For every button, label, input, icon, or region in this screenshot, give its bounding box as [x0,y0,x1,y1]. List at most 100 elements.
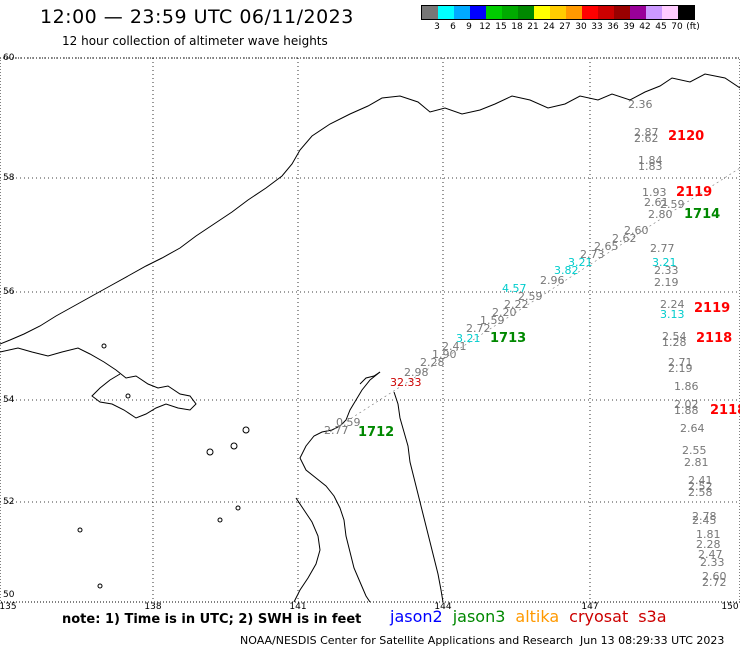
swh-label: 2.72 [702,576,727,589]
color-scale-tick: 9 [466,22,472,32]
swh-label: 2.64 [680,422,705,435]
units-note: note: 1) Time is in UTC; 2) SWH is in fe… [62,612,362,627]
color-scale-tick: 12 [479,22,491,32]
color-scale-tick: 18 [511,22,523,32]
satellite-ground-track [329,167,740,433]
lon-label-150: 150 [721,602,739,612]
color-scale-tick: 27 [559,22,571,32]
swh-label: 1.90 [432,348,457,361]
color-swatch [470,6,486,19]
lat-label-52: 52 [3,497,15,507]
lat-label-56: 56 [3,287,15,297]
swh-label: 3.82 [554,264,579,277]
color-scale-tick: (ft) [686,22,700,32]
color-swatch [678,6,694,19]
swh-label: 2.55 [682,444,707,457]
swh-label: 2.65 [594,240,619,253]
lon-label-135: 135 [0,602,17,612]
swh-label: 3.13 [660,308,685,321]
swh-label: 2.28 [420,356,445,369]
swh-label: 2.87 [634,126,659,139]
generated-timestamp: Jun 13 08:29:33 UTC 2023 [580,634,725,647]
swh-label: 2.52 [688,480,713,493]
swh-label: 1.88 [674,404,699,417]
swh-label: 2.47 [698,548,723,561]
swh-label: 2.60 [702,570,727,583]
color-scale-tick: 45 [655,22,667,32]
swh-label: 2.77 [650,242,675,255]
color-scale-swatches [421,5,695,20]
color-scale-tick: 39 [623,22,635,32]
swh-label: 2.41 [688,474,713,487]
swh-label: 2119 [694,301,730,316]
swh-label: 2.96 [540,274,565,287]
swh-label: 2.80 [648,208,673,221]
swh-label: 2.58 [688,486,713,499]
swh-label: 2.81 [684,456,709,469]
lon-label-141: 141 [289,602,307,612]
swh-label: 2.45 [692,514,717,527]
swh-label: 1713 [490,331,526,346]
color-scale-tick: 36 [607,22,619,32]
satellite-name: s3a [638,607,667,626]
swh-label: 2.24 [660,298,685,311]
color-swatch [518,6,534,19]
swh-label: 2.78 [692,510,717,523]
swh-label: 2.71 [668,356,693,369]
lon-label-138: 138 [144,602,162,612]
color-swatch [502,6,518,19]
map-title: 12:00 — 23:59 UTC 06/11/2023 [40,6,354,28]
swh-label: 2.33 [654,264,679,277]
swh-label: 1.86 [674,380,699,393]
color-swatch [422,6,438,19]
swh-label: 2.54 [662,330,687,343]
swh-label: 2.22 [504,298,529,311]
credit-text: NOAA/NESDIS Center for Satellite Applica… [240,634,574,647]
color-swatch [566,6,582,19]
swh-label: 2118 [696,331,732,346]
swh-label: 2.28 [696,538,721,551]
color-scale-tick: 21 [527,22,539,32]
swh-label: 3.21 [456,332,481,345]
swh-label: 3.21 [652,256,677,269]
color-scale-tick: 33 [591,22,603,32]
color-scale-tick: 3 [434,22,440,32]
swh-label: 2118 [710,403,740,418]
swh-label: 2120 [668,129,704,144]
color-scale-tick: 70 [671,22,683,32]
color-swatch [550,6,566,19]
swh-label: 1712 [358,425,394,440]
swh-label: 1.28 [662,336,687,349]
swh-label: 2.98 [404,366,429,379]
swh-label: 2.36 [628,98,653,111]
lat-label-60: 60 [3,53,15,63]
lat-label-58: 58 [3,173,15,183]
swh-label: 2.77 [324,424,349,437]
color-scale-tick: 42 [639,22,651,32]
swh-label: 2.41 [442,340,467,353]
swh-label: 3.21 [568,256,593,269]
swh-label: 2.02 [674,398,699,411]
lat-label-54: 54 [3,395,15,405]
color-swatch [646,6,662,19]
swh-label: 2.72 [466,322,491,335]
color-scale-legend: 3 6 9 12 15 18 21 24 27 30 33 36 39 42 45 70 (ft) [421,5,700,32]
swh-label: 1.59 [480,314,505,327]
color-swatch [582,6,598,19]
color-swatch [534,6,550,19]
swh-label: 2.61 [644,196,669,209]
lat-label-50: 50 [3,590,15,600]
color-swatch [662,6,678,19]
swh-label: 2.20 [492,306,517,319]
swh-label: 2.19 [654,276,679,289]
swh-label: 2.59 [518,290,543,303]
swh-label: 2.62 [634,132,659,145]
color-scale-tick: 6 [450,22,456,32]
color-swatch [598,6,614,19]
map-frame [0,57,740,603]
swh-label: 1.84 [638,154,663,167]
swh-label: 1.83 [638,160,663,173]
lat-lon-grid [0,57,740,602]
